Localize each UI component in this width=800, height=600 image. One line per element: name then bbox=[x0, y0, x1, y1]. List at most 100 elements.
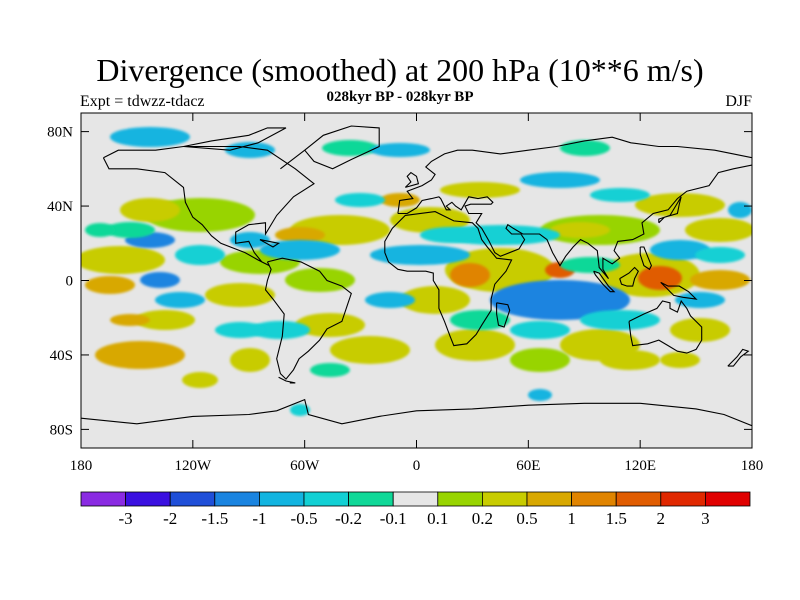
colorbar-label: 1.5 bbox=[606, 509, 627, 528]
divergence-contour bbox=[690, 270, 750, 290]
divergence-contour bbox=[420, 227, 480, 243]
y-tick-label: 40S bbox=[50, 348, 73, 364]
divergence-contour bbox=[95, 341, 185, 369]
divergence-contour bbox=[390, 207, 470, 233]
colorbar-label: 0.5 bbox=[516, 509, 537, 528]
coastline bbox=[259, 239, 281, 248]
divergence-contour bbox=[400, 286, 470, 314]
plot-area bbox=[81, 113, 752, 448]
divergence-contour bbox=[205, 283, 275, 307]
divergence-contour bbox=[638, 266, 682, 290]
divergence-contour bbox=[670, 318, 730, 342]
divergence-contour bbox=[528, 389, 552, 401]
coastline bbox=[81, 398, 752, 427]
divergence-contour bbox=[450, 310, 510, 330]
season-label: DJF bbox=[725, 93, 752, 110]
coastline bbox=[280, 125, 380, 170]
divergence-contour bbox=[120, 198, 180, 222]
divergence-contour bbox=[310, 363, 350, 377]
colorbar-swatch bbox=[258, 491, 305, 507]
coastline bbox=[639, 246, 653, 271]
colorbar-swatch bbox=[169, 491, 216, 507]
coastline bbox=[660, 281, 698, 300]
colorbar-label: -0.5 bbox=[291, 509, 318, 528]
divergence-contour bbox=[182, 372, 218, 388]
y-tick-label: 0 bbox=[66, 274, 74, 290]
coastline bbox=[183, 127, 287, 151]
y-tick-label: 80S bbox=[50, 422, 73, 438]
x-tick-label: 180 bbox=[70, 458, 93, 474]
divergence-contour bbox=[370, 143, 430, 157]
x-axis: 180 120W 60W 0 60E 120E 180 bbox=[70, 113, 764, 474]
divergence-contour bbox=[520, 172, 600, 188]
divergence-contour bbox=[85, 223, 115, 237]
divergence-contour bbox=[250, 321, 310, 339]
divergence-contour bbox=[600, 350, 660, 370]
divergence-contour bbox=[295, 313, 365, 337]
map-title: Divergence (smoothed) at 200 hPa (10**6 … bbox=[96, 52, 704, 88]
coastline bbox=[278, 376, 296, 384]
divergence-contour bbox=[660, 352, 700, 368]
coastline bbox=[727, 348, 750, 367]
colorbar-label: -2 bbox=[163, 509, 177, 528]
divergence-contour bbox=[435, 329, 515, 361]
divergence-contour bbox=[335, 193, 385, 207]
divergence-contour bbox=[215, 322, 265, 338]
colorbar-label: 1 bbox=[567, 509, 576, 528]
colorbar-swatch bbox=[348, 491, 394, 507]
x-tick-label: 60W bbox=[290, 458, 320, 474]
colorbar-swatch bbox=[615, 491, 662, 507]
divergence-contour bbox=[695, 247, 745, 263]
divergence-contour bbox=[685, 218, 752, 242]
coastline bbox=[658, 196, 682, 224]
divergence-contour bbox=[590, 188, 650, 202]
coastlines bbox=[81, 125, 752, 427]
experiment-label: Expt = tdwzz-tdacz bbox=[80, 93, 205, 110]
colorbar-label: 3 bbox=[701, 509, 710, 528]
divergence-contour bbox=[81, 246, 165, 274]
colorbar-label: -0.2 bbox=[335, 509, 362, 528]
divergence-contour bbox=[580, 310, 660, 330]
y-tick-label: 80N bbox=[47, 125, 73, 141]
x-tick-label: 0 bbox=[413, 458, 421, 474]
divergence-contour bbox=[105, 222, 155, 238]
divergence-contour bbox=[110, 314, 150, 326]
colorbar-swatch bbox=[660, 491, 706, 507]
divergence-contour bbox=[635, 193, 725, 217]
divergence-contour bbox=[285, 268, 355, 292]
divergence-contour bbox=[675, 292, 725, 308]
divergence-contour bbox=[550, 222, 610, 238]
divergence-contour bbox=[135, 310, 195, 330]
divergence-field bbox=[81, 127, 752, 416]
x-tick-label: 180 bbox=[741, 458, 764, 474]
divergence-contour bbox=[155, 292, 205, 308]
coastline bbox=[496, 302, 511, 328]
divergence-contour bbox=[728, 202, 752, 218]
colorbar-label: -0.1 bbox=[380, 509, 407, 528]
x-tick-label: 60E bbox=[516, 458, 540, 474]
colorbar-label: 0.2 bbox=[472, 509, 493, 528]
divergence-contour bbox=[510, 321, 570, 339]
divergence-contour bbox=[322, 140, 378, 156]
divergence-contour bbox=[450, 263, 490, 287]
divergence-contour bbox=[175, 245, 225, 265]
divergence-contour bbox=[260, 240, 340, 260]
colorbar-swatch bbox=[303, 491, 349, 507]
coastline bbox=[264, 257, 352, 380]
colorbar: -3 -2 -1.5 -1 -0.5 -0.2 -0.1 0.1 0.2 0.5 1 1.5 2 3 bbox=[80, 491, 751, 528]
divergence-contour bbox=[560, 140, 610, 156]
colorbar-label: -3 bbox=[119, 509, 133, 528]
y-axis: 80N 40N 0 40S 80S bbox=[47, 125, 752, 438]
colorbar-swatch bbox=[481, 491, 528, 507]
colorbar-swatch bbox=[392, 491, 439, 507]
divergence-contour bbox=[490, 280, 630, 320]
colorbar-label: 2 bbox=[657, 509, 666, 528]
coastline bbox=[384, 211, 513, 347]
coastline bbox=[102, 145, 315, 267]
y-tick-label: 40N bbox=[47, 199, 73, 215]
colorbar-label: -1 bbox=[252, 509, 266, 528]
coastline bbox=[593, 270, 616, 293]
divergence-contour bbox=[440, 182, 520, 198]
divergence-contour bbox=[85, 276, 135, 294]
